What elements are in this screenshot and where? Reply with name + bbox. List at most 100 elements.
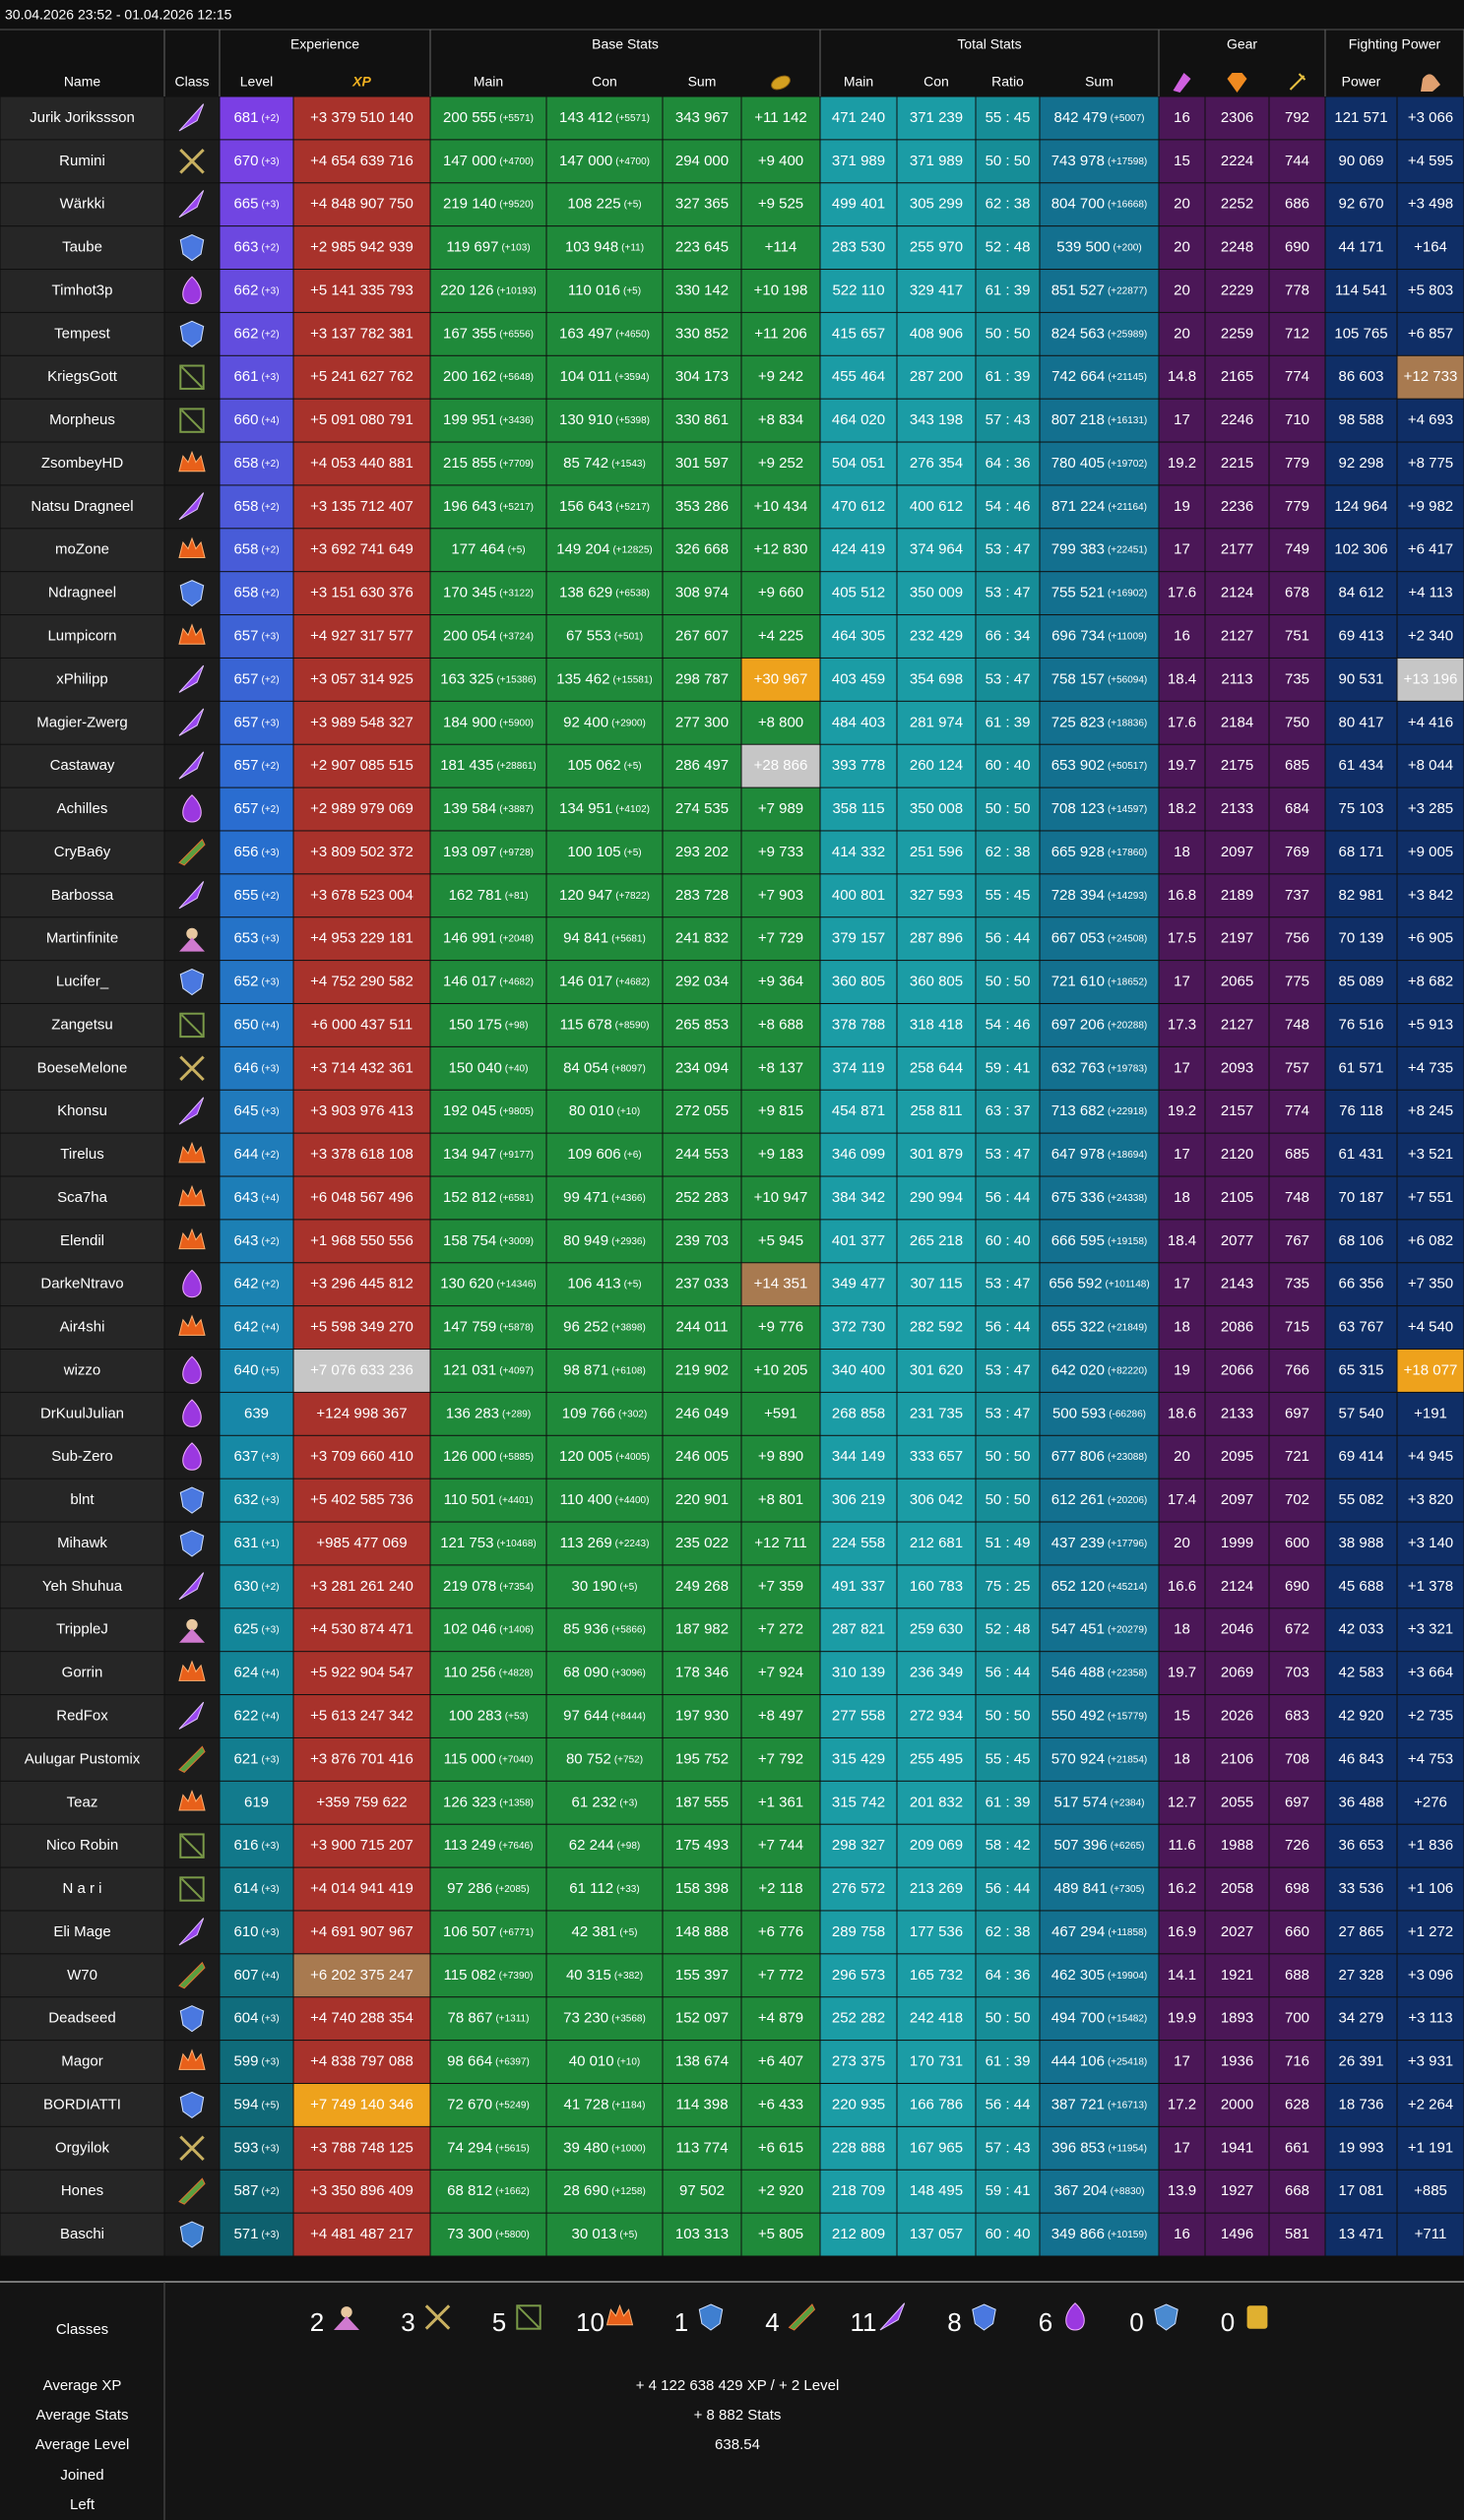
cell-text: 94 841 (+5681) <box>563 930 646 947</box>
icon-shape <box>1246 2305 1268 2329</box>
cell <box>1159 615 1205 658</box>
cell-value: 539 500 <box>1056 239 1110 256</box>
cell <box>1325 270 1397 312</box>
column-header: Main <box>474 74 503 90</box>
cell-value: 18.2 <box>1168 800 1196 817</box>
cell-text: 61 : 39 <box>986 714 1031 730</box>
cell <box>1040 1479 1159 1522</box>
cell-text: +7 989 <box>758 800 803 817</box>
cell-text: Timhot3p <box>52 282 113 298</box>
cell-value: 670 <box>233 153 258 169</box>
cell-text: 327 593 <box>910 887 963 904</box>
group-header: Base Stats <box>592 36 659 52</box>
cell-value: +4 927 317 577 <box>310 627 414 644</box>
cell-gain: (+25418) <box>1108 2056 1147 2067</box>
cell <box>976 1695 1040 1737</box>
cell-text: 55 082 <box>1339 1491 1384 1508</box>
header-bg <box>0 30 1464 96</box>
cell-value: 73 230 <box>563 2010 608 2027</box>
cell-text: 306 219 <box>832 1491 885 1508</box>
cell-gain: (+9520) <box>499 199 534 210</box>
cell <box>1205 1652 1269 1695</box>
cell-value: 393 778 <box>832 757 885 774</box>
cell-text: Natsu Dragneel <box>31 498 133 515</box>
cell-text: 344 149 <box>832 1448 885 1465</box>
cell <box>663 529 741 572</box>
column-header: XP <box>351 74 371 90</box>
cell-text: 349 866 (+10159) <box>1051 2226 1148 2242</box>
cell-text: +4 838 797 088 <box>310 2053 414 2070</box>
cell <box>976 96 1040 140</box>
cell-text: 354 698 <box>910 670 963 687</box>
cell-value: 1999 <box>1221 1535 1253 1551</box>
cell <box>1325 658 1397 701</box>
cell-text: 136 283 (+289) <box>446 1405 531 1421</box>
cell-text: +9 525 <box>758 196 803 213</box>
cell <box>546 1176 663 1220</box>
cell-value: 697 <box>1285 1405 1309 1421</box>
cell <box>293 961 430 1003</box>
cell <box>546 1781 663 1824</box>
icon-shape <box>179 580 205 607</box>
cell-value: 2184 <box>1221 714 1253 730</box>
cell-text: 52 : 48 <box>986 239 1031 256</box>
cell <box>1397 140 1464 183</box>
cell-text: 19.2 <box>1168 1102 1196 1119</box>
cell-value: 735 <box>1285 1276 1309 1292</box>
cell-text: 97 502 <box>679 2182 725 2199</box>
cell-text: 150 040 (+40) <box>449 1059 529 1076</box>
cell-value: 100 105 <box>567 844 620 860</box>
cell-text: 842 479 (+5007) <box>1054 109 1145 126</box>
cell-value: 842 479 <box>1054 109 1108 126</box>
cell <box>1040 572 1159 615</box>
cell-gain: (+5681) <box>611 933 646 944</box>
cell-value: 666 595 <box>1051 1232 1105 1249</box>
cell-value: 56 : 44 <box>986 2096 1031 2112</box>
cell <box>1040 744 1159 788</box>
cell-gain: (+4700) <box>499 156 534 166</box>
cell-value: +3 057 314 925 <box>310 670 414 687</box>
cell-text: 120 947 (+7822) <box>559 887 650 904</box>
cell-text: 114 541 <box>1335 282 1387 298</box>
cell <box>1040 529 1159 572</box>
cell-value: 640 <box>233 1361 258 1378</box>
cell-value: 192 045 <box>443 1102 496 1119</box>
cell-text: 333 657 <box>910 1448 963 1465</box>
cell-text: 137 057 <box>910 2226 963 2242</box>
cell <box>546 917 663 961</box>
cell-text: 304 173 <box>675 368 729 385</box>
cell <box>820 1522 897 1565</box>
cell-text: 748 <box>1285 1016 1309 1033</box>
cell-value: 737 <box>1285 887 1309 904</box>
cell-text: 743 978 (+17598) <box>1051 153 1148 169</box>
cell-value: 277 300 <box>675 714 729 730</box>
cell-text: BORDIATTI <box>43 2096 121 2112</box>
cell-value: 758 157 <box>1051 670 1105 687</box>
cell <box>976 1133 1040 1176</box>
cell-text: +10 205 <box>754 1361 808 1378</box>
cell-text: 55 : 45 <box>986 887 1031 904</box>
cell-value: RedFox <box>56 1707 108 1724</box>
column-header: Main <box>844 74 873 90</box>
cell <box>663 1911 741 1954</box>
column-header: Con <box>592 74 617 90</box>
cell-text: 80 417 <box>1339 714 1384 730</box>
cell-value: 326 668 <box>675 541 729 558</box>
cell-text: +11 206 <box>754 325 807 342</box>
cell-value: 301 620 <box>910 1361 963 1378</box>
icon-shape <box>178 751 205 780</box>
cell <box>1397 1133 1464 1176</box>
cell-gain: (+2) <box>261 761 279 772</box>
cell-value: 16.2 <box>1168 1880 1196 1897</box>
cell-value: 622 <box>233 1707 258 1724</box>
cell-gain: (+2) <box>261 329 279 340</box>
cell <box>976 1263 1040 1306</box>
cell <box>1159 312 1205 355</box>
cell-value: 84 054 <box>563 1059 608 1076</box>
cell-value: 2124 <box>1221 1578 1253 1595</box>
cell-value: Magier-Zwerg <box>36 714 128 730</box>
cell-value: 685 <box>1285 757 1309 774</box>
cell <box>741 2083 820 2126</box>
cell <box>741 529 820 572</box>
